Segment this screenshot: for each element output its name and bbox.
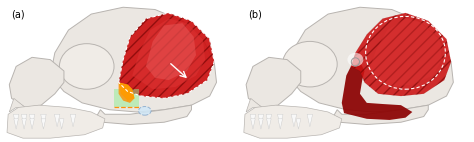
Polygon shape [132,19,205,89]
Polygon shape [244,105,342,138]
Text: (b): (b) [248,10,262,19]
Polygon shape [246,98,337,120]
Polygon shape [30,119,34,129]
Polygon shape [9,57,64,107]
Polygon shape [55,114,60,127]
Polygon shape [250,114,255,127]
Polygon shape [118,82,135,101]
Polygon shape [70,114,76,127]
Polygon shape [114,89,139,107]
Polygon shape [251,119,255,129]
Polygon shape [50,7,217,112]
Polygon shape [287,7,453,112]
Ellipse shape [283,41,337,87]
Polygon shape [14,119,18,129]
Polygon shape [259,119,263,129]
Polygon shape [278,119,283,129]
Polygon shape [29,114,35,127]
Polygon shape [266,119,271,129]
Polygon shape [96,105,191,125]
Polygon shape [342,62,412,120]
Polygon shape [291,114,297,127]
Polygon shape [21,114,27,127]
Polygon shape [22,119,27,129]
Polygon shape [351,13,451,96]
Polygon shape [13,114,19,127]
Polygon shape [59,119,64,129]
Polygon shape [258,114,264,127]
Ellipse shape [138,106,151,115]
Polygon shape [41,119,46,129]
Polygon shape [266,114,272,127]
Polygon shape [296,119,301,129]
Polygon shape [278,114,283,127]
Polygon shape [7,105,105,138]
Polygon shape [9,98,100,120]
Polygon shape [41,114,46,127]
Polygon shape [118,82,135,103]
Polygon shape [369,19,442,87]
Polygon shape [146,23,196,80]
Polygon shape [333,105,428,125]
Ellipse shape [59,44,114,89]
Polygon shape [118,13,214,98]
Polygon shape [246,57,301,107]
Text: (a): (a) [11,10,25,19]
Ellipse shape [347,53,364,66]
Polygon shape [307,114,312,127]
